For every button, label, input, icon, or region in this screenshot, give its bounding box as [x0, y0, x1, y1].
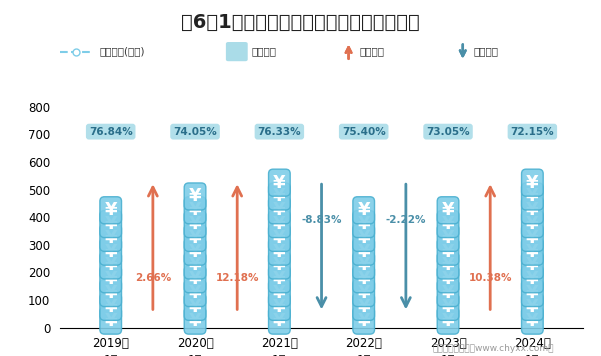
Text: 制图：智研咨询（www.chyxx.com）: 制图：智研咨询（www.chyxx.com） — [433, 344, 554, 353]
Text: ¥: ¥ — [273, 215, 285, 233]
Text: ¥: ¥ — [442, 270, 454, 288]
Text: ¥: ¥ — [442, 256, 454, 274]
Text: ¥: ¥ — [105, 284, 117, 302]
Text: 同比减少: 同比减少 — [474, 47, 499, 57]
Text: ¥: ¥ — [105, 312, 117, 330]
Text: ¥: ¥ — [105, 229, 117, 247]
Text: ¥: ¥ — [273, 298, 285, 316]
Text: ¥: ¥ — [189, 188, 201, 205]
Text: ¥: ¥ — [273, 256, 285, 274]
Text: ¥: ¥ — [273, 243, 285, 261]
Text: ¥: ¥ — [526, 312, 538, 330]
Text: ¥: ¥ — [526, 284, 538, 302]
Text: 72.15%: 72.15% — [511, 127, 554, 137]
Text: ¥: ¥ — [358, 215, 370, 233]
Text: 75.40%: 75.40% — [342, 127, 386, 137]
Text: ¥: ¥ — [273, 312, 285, 330]
Text: ¥: ¥ — [358, 256, 370, 274]
Text: ¥: ¥ — [442, 298, 454, 316]
Text: ¥: ¥ — [189, 229, 201, 247]
Text: ¥: ¥ — [105, 215, 117, 233]
Text: ¥: ¥ — [105, 256, 117, 274]
Text: ¥: ¥ — [273, 201, 285, 219]
Text: 73.05%: 73.05% — [426, 127, 470, 137]
Text: ¥: ¥ — [358, 243, 370, 261]
Text: ¥: ¥ — [442, 201, 454, 219]
Text: ¥: ¥ — [273, 229, 285, 247]
Text: -8.83%: -8.83% — [301, 215, 342, 225]
Text: ¥: ¥ — [273, 270, 285, 288]
Text: ¥: ¥ — [105, 201, 117, 219]
Text: 76.84%: 76.84% — [89, 127, 133, 137]
Text: ¥: ¥ — [189, 256, 201, 274]
Text: 2.66%: 2.66% — [135, 273, 171, 283]
Text: ¥: ¥ — [358, 229, 370, 247]
Text: ¥: ¥ — [358, 270, 370, 288]
Text: ¥: ¥ — [526, 229, 538, 247]
Text: ¥: ¥ — [358, 201, 370, 219]
Text: ¥: ¥ — [358, 284, 370, 302]
Text: 累计保费(亿元): 累计保费(亿元) — [99, 47, 145, 57]
Text: ¥: ¥ — [358, 298, 370, 316]
Text: 76.33%: 76.33% — [258, 127, 301, 137]
Text: ¥: ¥ — [273, 188, 285, 205]
Text: ¥: ¥ — [105, 243, 117, 261]
Text: 近6年1月河南省累计原保险保费收入统计图: 近6年1月河南省累计原保险保费收入统计图 — [181, 12, 420, 31]
Text: 同比增加: 同比增加 — [359, 47, 385, 57]
Text: ¥: ¥ — [189, 215, 201, 233]
Text: ¥: ¥ — [526, 188, 538, 205]
Text: ¥: ¥ — [105, 298, 117, 316]
Text: ¥: ¥ — [526, 298, 538, 316]
Text: ¥: ¥ — [105, 270, 117, 288]
Text: ¥: ¥ — [189, 298, 201, 316]
Text: ¥: ¥ — [189, 284, 201, 302]
Text: ¥: ¥ — [273, 174, 285, 192]
Text: ¥: ¥ — [442, 284, 454, 302]
Text: ¥: ¥ — [189, 312, 201, 330]
Text: ¥: ¥ — [358, 312, 370, 330]
Text: ¥: ¥ — [442, 312, 454, 330]
Text: 寿险占比: 寿险占比 — [251, 47, 276, 57]
Text: ¥: ¥ — [526, 201, 538, 219]
Text: ¥: ¥ — [442, 243, 454, 261]
Text: ¥: ¥ — [442, 215, 454, 233]
Text: ¥: ¥ — [526, 215, 538, 233]
Text: ¥: ¥ — [189, 270, 201, 288]
Text: ¥: ¥ — [526, 174, 538, 192]
Text: 10.38%: 10.38% — [468, 273, 512, 283]
Text: 12.18%: 12.18% — [215, 273, 259, 283]
Text: ¥: ¥ — [273, 284, 285, 302]
Text: -2.22%: -2.22% — [386, 215, 426, 225]
Text: ¥: ¥ — [526, 243, 538, 261]
Text: ¥: ¥ — [189, 201, 201, 219]
Text: ¥: ¥ — [442, 229, 454, 247]
Text: ¥: ¥ — [526, 256, 538, 274]
Text: 74.05%: 74.05% — [173, 127, 217, 137]
Text: ¥: ¥ — [189, 243, 201, 261]
Text: ¥: ¥ — [526, 270, 538, 288]
